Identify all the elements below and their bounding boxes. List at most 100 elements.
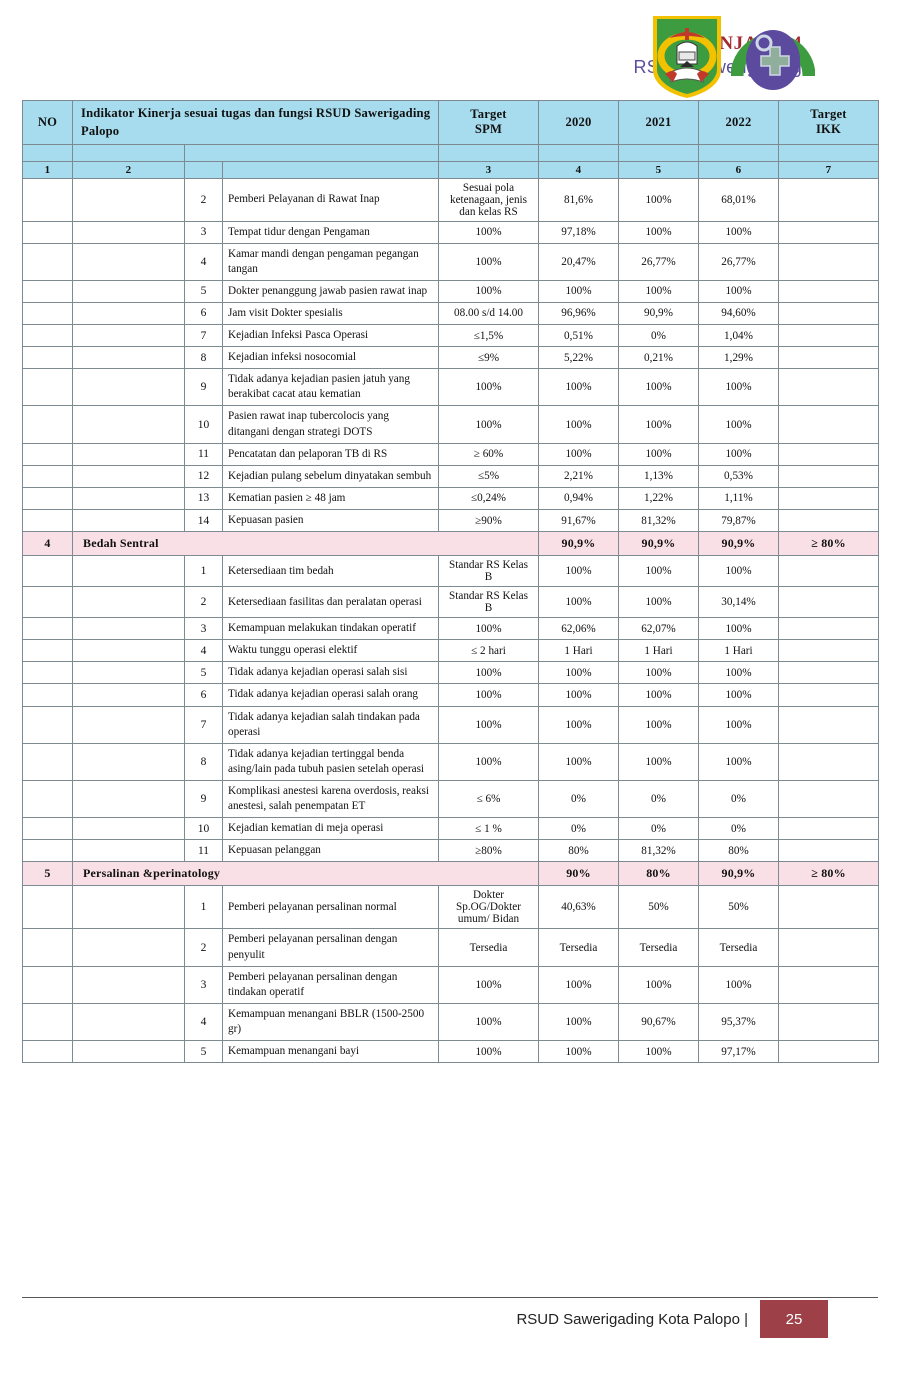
cell-indicator: Dokter penanggung jawab pasien rawat ina…	[222, 279, 439, 303]
cell-2020: 62,06%	[538, 617, 619, 641]
cell-index: 1	[184, 555, 223, 588]
cell-2020: 97,18%	[538, 220, 619, 244]
cell-index: 5	[184, 1040, 223, 1064]
cell-indicator: Pemberi pelayanan persalinan normal	[222, 885, 439, 930]
table-row: 5 Tidak adanya kejadian operasi salah sis…	[22, 661, 879, 685]
cell-2021: 1,22%	[618, 486, 699, 511]
cell-target-ikk	[778, 780, 879, 819]
cell-target-spm: 100%	[438, 1040, 539, 1064]
cell-no	[22, 442, 73, 466]
cell-index: 3	[184, 617, 223, 641]
page-footer: RSUD Sawerigading Kota Palopo | 25	[0, 1300, 900, 1338]
colnum-4	[222, 160, 439, 179]
cell-no	[22, 220, 73, 244]
cell-target-ikk	[778, 324, 879, 348]
cell-target-spm: ≥80%	[438, 839, 539, 863]
cell-indicator: Kepuasan pelanggan	[222, 839, 439, 863]
indicator-table-container: NO Indikator Kinerja sesuai tugas dan fu…	[22, 100, 879, 1064]
cell-2022: 94,60%	[698, 301, 779, 326]
cell-target-spm: 100%	[438, 279, 539, 303]
cell-target-ikk	[778, 279, 879, 303]
cell-no	[22, 509, 73, 533]
cell-group	[72, 1002, 185, 1042]
page-number-badge: 25	[760, 1300, 828, 1338]
cell-no	[22, 405, 73, 444]
cell-2020: 100%	[538, 705, 619, 744]
cell-target-spm: 100%	[438, 1002, 539, 1042]
cell-target-spm: ≤ 6%	[438, 780, 539, 819]
cell-2020: 100%	[538, 683, 619, 707]
cell-target-ikk	[778, 177, 879, 222]
cell-2020: 1 Hari	[538, 639, 619, 663]
cell-2020: 100%	[538, 661, 619, 685]
cell-2021: 26,77%	[618, 242, 699, 281]
cell-target-spm: ≤ 1 %	[438, 817, 539, 841]
cell-2020: 96,96%	[538, 301, 619, 326]
cell-indicator: Kejadian pulang sebelum dinyatakan sembu…	[222, 464, 439, 488]
cell-2021: 0%	[618, 817, 699, 841]
cell-indicator: Kemampuan menangani bayi	[222, 1040, 439, 1064]
cell-target-spm: ≤0,24%	[438, 486, 539, 511]
table-head: NO Indikator Kinerja sesuai tugas dan fu…	[22, 100, 879, 179]
table-row: 8 Kejadian infeksi nosocomial ≤9% 5,22% 0,21…	[22, 346, 879, 370]
cell-no	[22, 661, 73, 685]
page-header: RENJA 2024 RSUD Sawerigading	[0, 0, 900, 100]
section-2020: 90%	[538, 861, 619, 887]
cell-indicator: Kamar mandi dengan pengaman pegangan tan…	[222, 242, 439, 281]
cell-group	[72, 177, 185, 222]
colnum-5: 3	[438, 160, 539, 179]
palopo-city-emblem-icon	[647, 12, 727, 105]
cell-2022: 100%	[698, 965, 779, 1004]
spacer-cell-3	[184, 143, 439, 162]
cell-target-spm: 100%	[438, 965, 539, 1004]
cell-index: 4	[184, 242, 223, 281]
cell-2021: 100%	[618, 1040, 699, 1064]
cell-target-ikk	[778, 742, 879, 782]
cell-2022: 1,11%	[698, 486, 779, 511]
cell-no	[22, 324, 73, 348]
table-row: 10 Kejadian kematian di meja operasi ≤ 1 %…	[22, 817, 879, 841]
cell-group	[72, 817, 185, 841]
cell-group	[72, 242, 185, 281]
colnum-3	[184, 160, 223, 179]
cell-2020: 2,21%	[538, 464, 619, 488]
cell-no	[22, 279, 73, 303]
cell-group	[72, 885, 185, 930]
cell-2020: 91,67%	[538, 509, 619, 533]
cell-target-ikk	[778, 705, 879, 744]
cell-no	[22, 617, 73, 641]
cell-2022: 26,77%	[698, 242, 779, 281]
cell-no	[22, 817, 73, 841]
cell-target-spm: 100%	[438, 405, 539, 444]
cell-2021: 50%	[618, 885, 699, 930]
cell-no	[22, 639, 73, 663]
section-2021: 80%	[618, 861, 699, 887]
cell-2021: 62,07%	[618, 617, 699, 641]
cell-indicator: Kemampuan melakukan tindakan operatif	[222, 617, 439, 641]
cell-no	[22, 780, 73, 819]
cell-no	[22, 965, 73, 1004]
cell-target-spm: Sesuai pola ketenagaan, jenis dan kelas …	[438, 177, 539, 222]
cell-2020: 81,6%	[538, 177, 619, 222]
cell-2020: 0%	[538, 817, 619, 841]
cell-2022: 1,29%	[698, 346, 779, 370]
cell-index: 11	[184, 442, 223, 466]
cell-2020: 0%	[538, 780, 619, 819]
cell-2022: 100%	[698, 220, 779, 244]
cell-group	[72, 928, 185, 967]
table-row: 6 Jam visit Dokter spesialis 08.00 s/d 14.…	[22, 301, 879, 326]
table-row: 6 Tidak adanya kejadian operasi salah ora…	[22, 683, 879, 707]
cell-target-ikk	[778, 464, 879, 488]
section-name: Bedah Sentral	[72, 531, 539, 557]
cell-indicator: Kemampuan menangani BBLR (1500-2500 gr)	[222, 1002, 439, 1042]
cell-index: 7	[184, 705, 223, 744]
spacer-cell-2	[72, 143, 185, 162]
col-header-target-spm-line2: SPM	[474, 122, 503, 137]
cell-2022: 30,14%	[698, 586, 779, 619]
cell-target-ikk	[778, 1002, 879, 1042]
cell-no	[22, 1002, 73, 1042]
cell-target-ikk	[778, 639, 879, 663]
table-body: 2 Pemberi Pelayanan di Rawat Inap Sesuai p…	[22, 177, 879, 1064]
table-header-row: NO Indikator Kinerja sesuai tugas dan fu…	[22, 100, 879, 145]
col-header-target-spm: Target SPM	[438, 100, 539, 145]
